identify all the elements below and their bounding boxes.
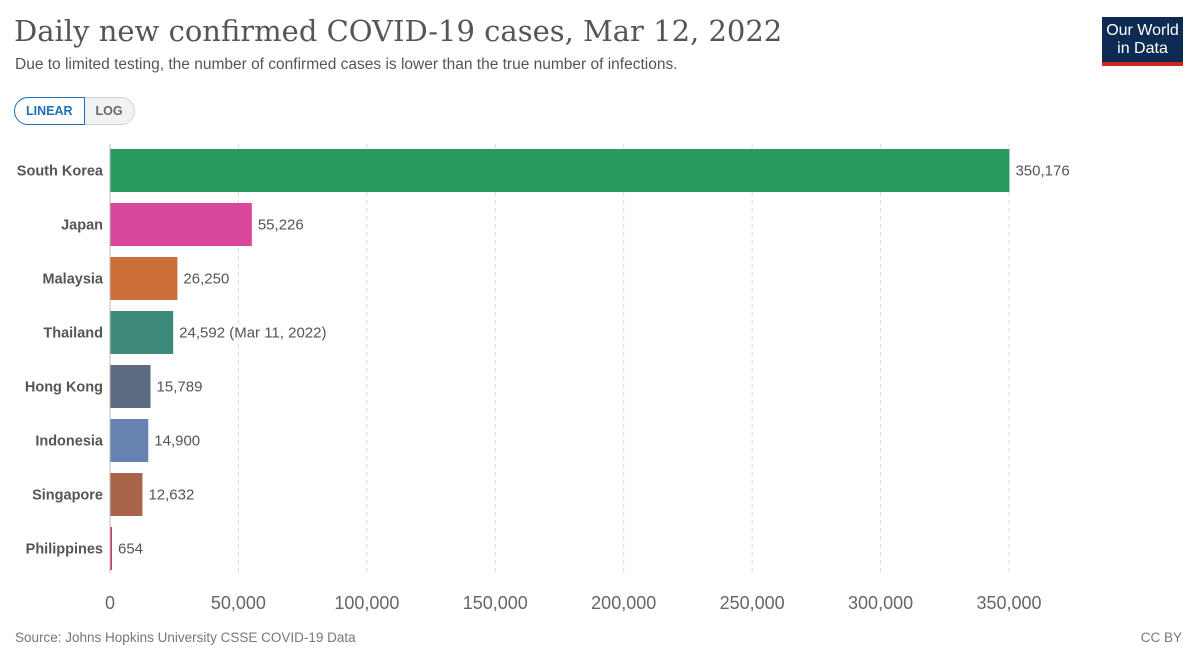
- source-note[interactable]: Source: Johns Hopkins University CSSE CO…: [15, 630, 356, 645]
- scale-toggle: LINEAR LOG: [14, 97, 135, 125]
- value-label-singapore: 12,632: [148, 487, 194, 504]
- bar-south-korea[interactable]: [110, 149, 1010, 192]
- bar-chart: 0 50,000 100,000 150,000 200,000 250,000 300,0…: [17, 144, 1070, 613]
- x-tick-label-1: 50,000: [211, 593, 266, 613]
- value-label-thailand: 24,592 (Mar 11, 2022): [179, 325, 326, 342]
- bar-thailand[interactable]: [110, 311, 174, 354]
- x-tick-label-4: 200,000: [591, 593, 656, 613]
- bar-philippines[interactable]: [110, 527, 112, 570]
- value-label-japan: 55,226: [258, 217, 304, 234]
- bar-indonesia[interactable]: [110, 419, 149, 462]
- category-label-indonesia[interactable]: Indonesia: [35, 434, 104, 450]
- x-tick-label-3: 150,000: [463, 593, 528, 613]
- x-tick-label-5: 250,000: [720, 593, 785, 613]
- value-label-hong-kong: 15,789: [157, 379, 203, 396]
- value-label-malaysia: 26,250: [183, 271, 229, 288]
- value-label-philippines: 654: [118, 541, 143, 558]
- bar-japan[interactable]: [110, 203, 252, 246]
- logo-line-2: in Data: [1117, 40, 1168, 57]
- value-label-south-korea: 350,176: [1015, 163, 1069, 180]
- bar-malaysia[interactable]: [110, 257, 178, 300]
- category-label-japan[interactable]: Japan: [61, 218, 103, 234]
- chart-subtitle: Due to limited testing, the number of co…: [15, 56, 678, 73]
- category-label-malaysia[interactable]: Malaysia: [43, 272, 104, 288]
- category-label-singapore[interactable]: Singapore: [32, 488, 103, 504]
- category-label-philippines[interactable]: Philippines: [26, 542, 103, 558]
- value-label-indonesia: 14,900: [154, 433, 200, 450]
- category-label-hong-kong[interactable]: Hong Kong: [25, 380, 103, 396]
- bar-hong-kong[interactable]: [110, 365, 151, 408]
- x-tick-label-0: 0: [105, 593, 115, 613]
- bar-singapore[interactable]: [110, 473, 143, 516]
- logo-line-1: Our World: [1106, 22, 1179, 39]
- x-tick-label-6: 300,000: [848, 593, 913, 613]
- category-label-south-korea[interactable]: South Korea: [17, 164, 104, 180]
- x-tick-label-7: 350,000: [976, 593, 1041, 613]
- license-link[interactable]: CC BY: [1140, 630, 1182, 645]
- x-tick-label-2: 100,000: [334, 593, 399, 613]
- category-label-thailand[interactable]: Thailand: [43, 326, 103, 342]
- owid-logo[interactable]: Our World in Data: [1102, 17, 1183, 66]
- linear-scale-button[interactable]: LINEAR: [14, 97, 85, 125]
- log-scale-button[interactable]: LOG: [84, 98, 134, 124]
- chart-title: Daily new confirmed COVID-19 cases, Mar …: [14, 14, 783, 48]
